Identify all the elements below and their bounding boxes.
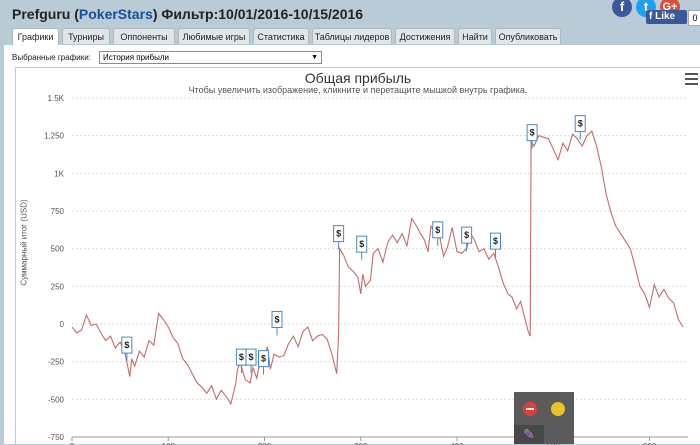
like-count: 0 bbox=[688, 10, 700, 26]
flag-label: $ bbox=[124, 340, 129, 350]
charts-panel: Выбранные графики: История прибыли ▼ Общ… bbox=[4, 45, 700, 445]
tab-favorite-games[interactable]: Любимые игры bbox=[178, 28, 250, 44]
flag-marker bbox=[271, 310, 283, 328]
flag-label: $ bbox=[275, 314, 280, 324]
y-tick-label: 250 bbox=[51, 282, 65, 291]
tab-tournaments[interactable]: Турниры bbox=[62, 28, 110, 44]
page-title: Prefguru (PokerStars) Фильтр:10/01/2016-… bbox=[12, 6, 363, 22]
add-icon[interactable] bbox=[551, 402, 565, 416]
flag-label: $ bbox=[530, 128, 535, 138]
tab-statistics[interactable]: Статистика bbox=[253, 28, 309, 44]
tab-search[interactable]: Найти bbox=[458, 28, 492, 44]
y-tick-label: 750 bbox=[51, 207, 65, 216]
chart-select-label: Выбранные графики: bbox=[12, 53, 91, 62]
flag-label: $ bbox=[578, 119, 583, 129]
y-tick-label: 500 bbox=[51, 245, 65, 254]
site-link[interactable]: PokerStars bbox=[78, 6, 153, 22]
profit-line bbox=[71, 130, 684, 406]
flag-label: $ bbox=[239, 352, 244, 362]
y-tick-label: 1K bbox=[54, 169, 64, 178]
remove-icon[interactable] bbox=[523, 402, 537, 416]
flag-marker bbox=[490, 232, 501, 250]
flag-marker bbox=[461, 226, 473, 244]
chart-select-value: История прибыли bbox=[103, 53, 169, 62]
tab-leaderboards[interactable]: Таблицы лидеров bbox=[312, 28, 392, 44]
pen-icon[interactable]: ✎ bbox=[514, 425, 544, 444]
chevron-down-icon: ▼ bbox=[311, 54, 318, 61]
y-tick-label: 1,250 bbox=[44, 132, 65, 141]
header: Prefguru (PokerStars) Фильтр:10/01/2016-… bbox=[0, 0, 700, 28]
flag-label: $ bbox=[336, 229, 341, 239]
facebook-like-button[interactable]: f Like bbox=[646, 10, 687, 24]
flag-label: $ bbox=[464, 230, 469, 240]
title-suffix: ) Фильтр:10/01/2016-10/15/2016 bbox=[152, 6, 364, 22]
tab-publish[interactable]: Опубликовать bbox=[495, 28, 561, 44]
tab-charts[interactable]: Графики bbox=[12, 28, 59, 45]
tab-opponents[interactable]: Оппоненты bbox=[113, 28, 175, 44]
chart-subtitle: Чтобы увеличить изображение, кликните и … bbox=[188, 85, 528, 95]
y-tick-label: 1.5K bbox=[48, 94, 65, 103]
flag-marker bbox=[356, 235, 368, 253]
flag-marker bbox=[121, 336, 133, 354]
flag-marker bbox=[432, 221, 444, 239]
flag-label: $ bbox=[249, 352, 254, 362]
chart-select[interactable]: История прибыли ▼ bbox=[99, 51, 322, 64]
flag-label: $ bbox=[359, 239, 364, 249]
flag-marker bbox=[574, 115, 586, 133]
flag-label: $ bbox=[493, 236, 498, 246]
chart-plot-area[interactable]: -750-500-25002505007501K1,2501.5K0100200… bbox=[16, 68, 700, 445]
flag-label: $ bbox=[261, 354, 266, 364]
chart-title: Общая прибыль bbox=[304, 70, 412, 86]
like-label: Like bbox=[655, 11, 676, 22]
chart-menu-icon[interactable] bbox=[685, 73, 698, 88]
y-tick-label: -500 bbox=[48, 395, 65, 404]
y-tick-label: -750 bbox=[48, 433, 65, 442]
y-tick-label: -250 bbox=[48, 358, 65, 367]
floating-toolbar: ✎ bbox=[514, 392, 574, 444]
flag-marker bbox=[333, 225, 345, 243]
flag-label: $ bbox=[435, 225, 440, 235]
facebook-icon[interactable]: f bbox=[612, 0, 632, 17]
profit-chart[interactable]: Общая прибыль Чтобы увеличить изображени… bbox=[15, 67, 700, 445]
flag-marker bbox=[258, 350, 270, 368]
flag-marker bbox=[245, 348, 257, 366]
title-prefix: Prefguru ( bbox=[12, 6, 79, 22]
tab-achievements[interactable]: Достижения bbox=[395, 28, 455, 44]
y-tick-label: 0 bbox=[60, 320, 65, 329]
flag-marker bbox=[526, 124, 538, 142]
